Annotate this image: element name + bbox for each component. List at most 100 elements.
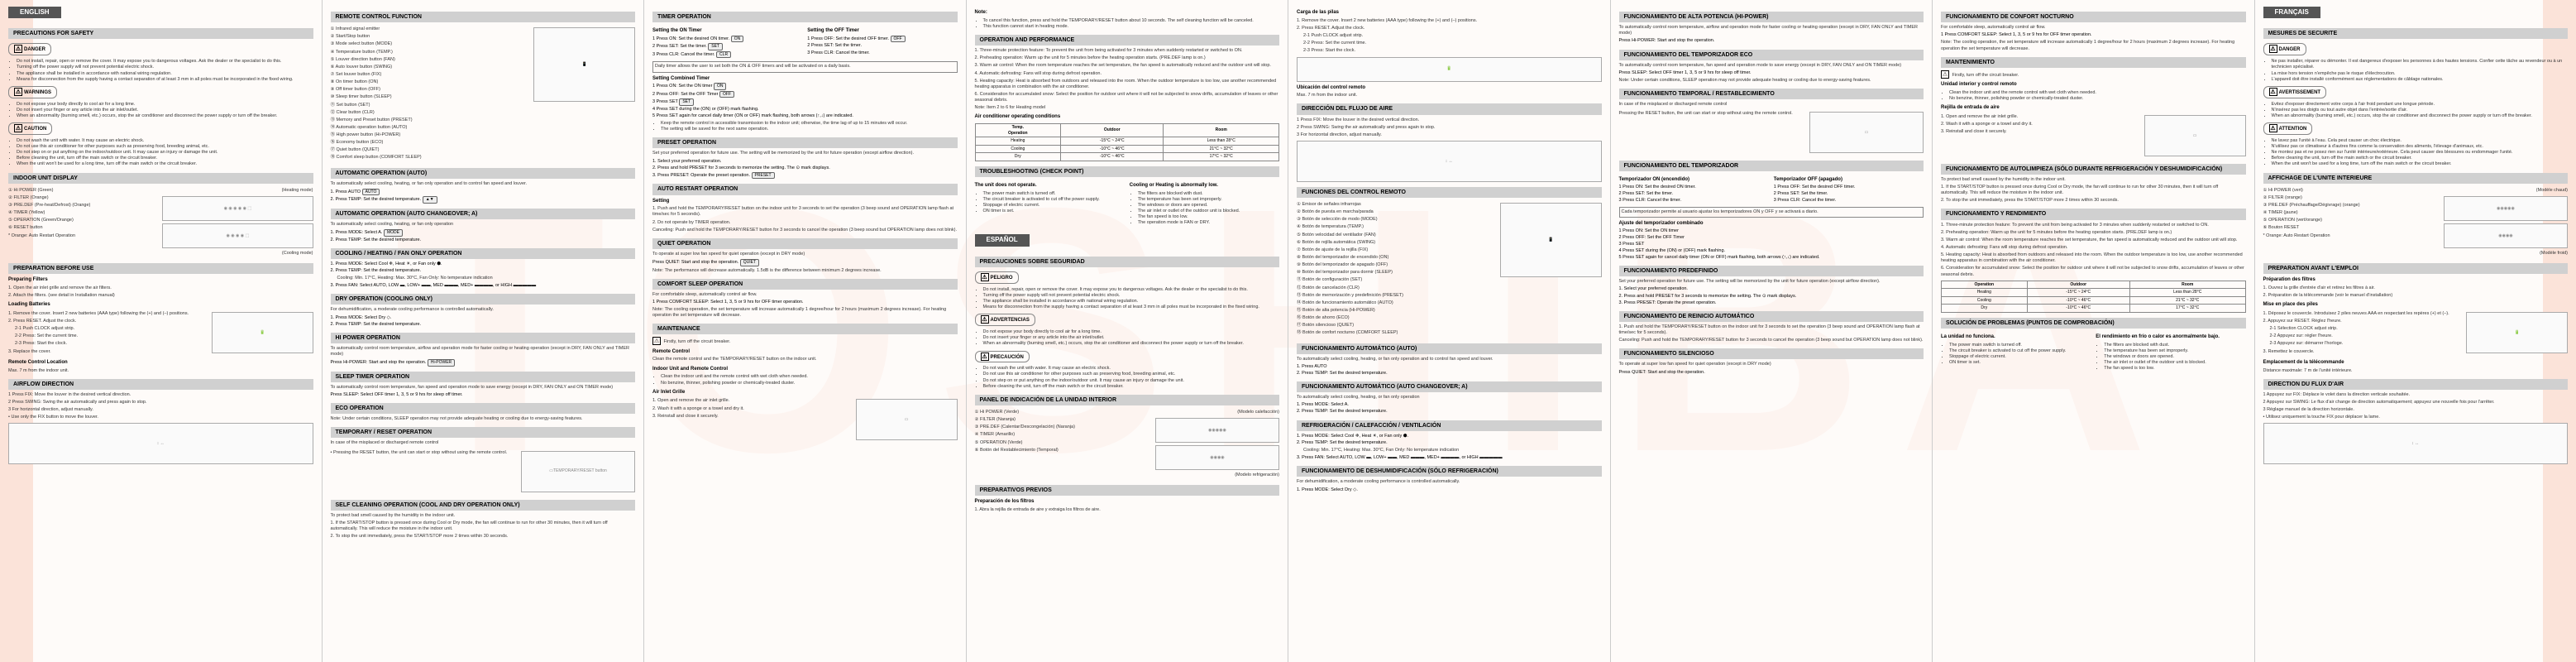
step: 1. Press MODE: Select Dry ◇. bbox=[331, 315, 636, 321]
es-remote-item: ⑬ Botón de memorización y predefinición … bbox=[1297, 293, 1497, 299]
td: -10°C ~ 46°C bbox=[1061, 145, 1164, 153]
maint-item: Clean the indoor unit and the remote con… bbox=[1949, 90, 2246, 96]
fr-panel-diagram: ◉◉◉◉ bbox=[2444, 223, 2568, 248]
td: Dry bbox=[975, 153, 1061, 161]
warnings-box: ⚠WARNINGS bbox=[8, 86, 57, 98]
td: 17°C ~ 32°C bbox=[1164, 153, 1279, 161]
trouble-item: The windows or doors are opened. bbox=[1138, 203, 1279, 209]
panel-item: ⑥ Botón del Restablecimiento (Temporal) bbox=[975, 448, 1152, 453]
warn-icon: ⚠ bbox=[981, 273, 989, 281]
es-remote-item: ⑯ Botón de ahorro (ECO) bbox=[1297, 315, 1497, 321]
remote-item: ⑧ On timer button (ON) bbox=[331, 79, 531, 85]
trouble-item: The temperature has been set improperly. bbox=[1138, 197, 1279, 203]
section-safety-fr: MESURES DE SECURITE bbox=[2263, 28, 2569, 39]
indoor-item: ⑤ OPERATION (Green/Orange) bbox=[8, 218, 159, 223]
step: 4 Press SET during the (ON) or (OFF) mar… bbox=[1619, 248, 1924, 254]
avert-box-fr: ⚠AVERTISSEMENT bbox=[2263, 86, 2327, 98]
danger-item: The appliance shall be installed in acco… bbox=[17, 71, 313, 77]
td: -10°C ~ 46°C bbox=[1061, 153, 1164, 161]
fr-airflow-diagram: ↕ ↔ bbox=[2263, 423, 2569, 464]
es-selfclean: To protect bad smell caused by the humid… bbox=[1941, 177, 2246, 183]
section-autorestart: AUTO RESTART OPERATION bbox=[652, 184, 958, 194]
section-prep: PREPARATION BEFORE USE bbox=[8, 263, 313, 274]
section-safety: PRECAUTIONS FOR SAFETY bbox=[8, 28, 313, 39]
es-remote-item: ⑤ Botón velocidad del ventilador (FAN) bbox=[1297, 233, 1497, 238]
step: 2. Press TEMP: Set the desired temperatu… bbox=[331, 196, 636, 204]
note-item: To cancel this function, press and hold … bbox=[983, 18, 1280, 24]
precauc-label: PRECAUCIÓN bbox=[991, 355, 1024, 360]
step: 2. Press TEMP: Set the desired temperatu… bbox=[331, 322, 636, 328]
section-solucion-es: SOLUCIÓN DE PROBLEMAS (PUNTOS DE COMPROB… bbox=[1941, 318, 2246, 329]
danger-item: The appliance shall be installed in acco… bbox=[983, 299, 1280, 305]
temp-btn-icon: ▲▼ bbox=[423, 196, 437, 204]
auto-btn-icon: AUTO bbox=[362, 189, 380, 196]
inlet-step: 1. Open and remove the air inlet grille. bbox=[652, 398, 853, 404]
section-predef-es: FUNCIONAMIENTO PREDEFINIDO bbox=[1619, 266, 1924, 276]
panel-item: ④ TIMER (Amarillo) bbox=[975, 432, 1152, 438]
cool-note: Cooling: Min. 17°C, Heating: Max. 30°C, … bbox=[337, 276, 636, 281]
step: 2. Press TEMP: Set the desired temperatu… bbox=[331, 268, 636, 274]
step: 2. Press and hold PRESET for 3 seconds t… bbox=[652, 166, 958, 171]
step: 3 Press CLR: Cancel the timer. bbox=[1774, 198, 1924, 204]
es-cool-note: Cooling: Min. 17°C, Heating: Max. 30°C, … bbox=[1303, 448, 1602, 453]
es-maint-warn: ⚠ Firstly, turn off the circuit breaker. bbox=[1941, 70, 2246, 79]
trouble-l-head: The unit does not operate. bbox=[975, 183, 1125, 189]
remote-item: ⑭ Automatic operation button (AUTO) bbox=[331, 125, 531, 131]
es-air-step: 1 Press FIX: Move the louver in the desi… bbox=[1297, 118, 1602, 123]
es-dry-text: For dehumidification, a moderate cooling… bbox=[1297, 479, 1602, 485]
es-restart-cancel: Canceling: Push and hold the TEMPORARY/R… bbox=[1619, 338, 1924, 343]
es-selfclean-step: 1. If the START/STOP button is pressed o… bbox=[1941, 185, 2246, 196]
fr-batt-step: 2-1 Sélection CLOCK adjust strip. bbox=[2270, 326, 2464, 332]
section-quiet: QUIET OPERATION bbox=[652, 238, 958, 249]
remote-item: ⑥ Auto louver button (SWING) bbox=[331, 65, 531, 70]
step: 1 Press ON: Set the ON timer ON bbox=[652, 83, 958, 90]
airflow-diagram: ↕ ↔ bbox=[8, 423, 313, 464]
es-air-step: 3 For horizontal direction, adjust manua… bbox=[1297, 132, 1602, 138]
mode-btn-icon: MODE bbox=[384, 229, 403, 237]
es-remote-diagram: 📱 bbox=[1500, 203, 1602, 277]
inlet-step: 2. Wash it with a sponge or a towel and … bbox=[652, 406, 853, 412]
col-es-2: FUNCIONAMIENTO DE ALTA POTENCIA (HI-POWE… bbox=[1611, 0, 1933, 662]
fr-prep-head: Préparation des filtres bbox=[2263, 277, 2569, 284]
td: -15°C ~ 24°C bbox=[1061, 137, 1164, 146]
indoor-item: ② FILTER (Orange) bbox=[8, 195, 159, 201]
td: 21°C ~ 32°C bbox=[1164, 145, 1279, 153]
trouble-item: The filters are blocked with dust. bbox=[1138, 191, 1279, 197]
step: 2 Press SET: Set the timer. bbox=[807, 43, 957, 49]
step: 2. Press TEMP: Set the desired temperatu… bbox=[1297, 409, 1602, 415]
danger-item: Turning off the power supply will not pr… bbox=[17, 65, 313, 70]
danger-fr-label: DANGER bbox=[2279, 47, 2301, 52]
section-eco: ECO OPERATION bbox=[331, 403, 636, 414]
perf-item: 3. Warm air control: When the room tempe… bbox=[975, 63, 1280, 69]
load-step: 3. Replace the cover. bbox=[8, 349, 208, 355]
step: 5 Press SET again for cancel daily timer… bbox=[652, 113, 958, 119]
es-unit-diagram: ▭ bbox=[1809, 112, 1924, 153]
section-prep-es: PREPARATIVOS PREVIOS bbox=[975, 485, 1280, 496]
es-remote-item: ⑮ Botón de alta potencia (Hi-POWER) bbox=[1297, 308, 1497, 314]
maint-clean: Clean the remote control and the TEMPORA… bbox=[652, 357, 958, 362]
remote-item: ⑤ Louver direction button (FAN) bbox=[331, 57, 531, 63]
off-btn-icon: OFF bbox=[891, 36, 906, 43]
fr-air-step: 3 Réglage manuel de la direction horizon… bbox=[2263, 407, 2569, 413]
remote-item: ⑰ Quiet button (QUIET) bbox=[331, 147, 531, 153]
fr-air-note: • Utilisez uniquement la touche FIX pour… bbox=[2263, 415, 2569, 420]
step: 1 Press ON: Set the desired ON timer. ON bbox=[652, 36, 802, 43]
es-inlet-head: Rejilla de entrada de aire bbox=[1941, 105, 2246, 112]
section-timer: TIMER OPERATION bbox=[652, 12, 958, 22]
fr-prep-step: 2. Préparation de la télécommande (voir … bbox=[2263, 293, 2569, 299]
fr-rcl: Distance maximale: 7 m de l'unité intéri… bbox=[2263, 368, 2569, 374]
es-inlet-step: 1. Open and remove the air inlet grille. bbox=[1941, 114, 2141, 120]
section-autochg-es: FUNCIONAMIENTO AUTOMÁTICO (AUTO CHANGEOV… bbox=[1297, 381, 1602, 392]
autorestart-cancel: Canceling: Push and hold the TEMPORARY/R… bbox=[652, 228, 958, 233]
es-sleep-note: Note: Under certain conditions, SLEEP op… bbox=[1619, 78, 1924, 84]
caut-item: Do not step on or put anything on the in… bbox=[17, 150, 313, 156]
fr-danger-list: Ne pas installer, réparer ou démonter. I… bbox=[2263, 59, 2569, 83]
trouble-item: The air inlet or outlet of the outdoor u… bbox=[2104, 360, 2245, 366]
step: 2 Press OFF: Set the OFF Timer OFF bbox=[652, 91, 958, 98]
fr-panel-item: ⑥ Bouton RESET bbox=[2263, 225, 2440, 231]
td: -10°C ~ 46°C bbox=[2027, 296, 2129, 305]
td: Dry bbox=[1942, 305, 2028, 313]
indoor-item: * Orange: Auto Restart Operation bbox=[8, 233, 159, 239]
preset-btn-icon: PRESET bbox=[752, 172, 775, 180]
fr-rcl-head: Emplacement de la télécommande bbox=[2263, 360, 2569, 367]
